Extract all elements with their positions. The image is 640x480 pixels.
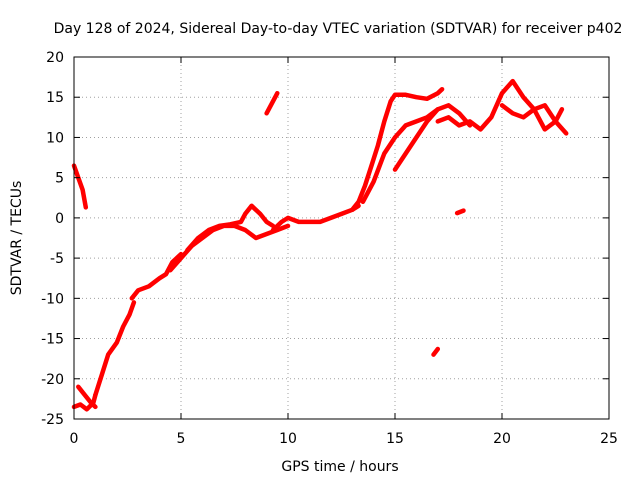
y-tick-label: -5	[50, 251, 64, 267]
x-tick-label: 20	[493, 431, 511, 447]
series-track-d	[93, 300, 137, 398]
x-axis-label: GPS time / hours	[281, 459, 398, 475]
series-track-m	[499, 103, 565, 132]
x-tick-label: 25	[600, 431, 618, 447]
series-track-g	[185, 203, 276, 253]
series-track-c	[76, 384, 98, 410]
y-tick-label: -20	[41, 372, 64, 388]
series-track-k	[392, 103, 473, 172]
series-track-o	[454, 208, 466, 216]
series-track-a	[71, 163, 89, 210]
y-axis-label: SDTVAR / TECUs	[9, 181, 25, 296]
data-series	[71, 78, 569, 412]
series-track-p	[431, 346, 441, 357]
y-tick-label: 20	[46, 50, 64, 66]
x-tick-label: 10	[279, 431, 297, 447]
y-tick-label: 10	[46, 130, 64, 146]
series-track-e	[129, 251, 184, 301]
y-tick-label: 15	[46, 90, 64, 106]
series-track-l	[435, 78, 569, 136]
y-tick-label: -15	[41, 332, 64, 348]
series-track-i	[349, 86, 445, 213]
x-tick-label: 5	[177, 431, 186, 447]
series-track-b	[71, 392, 98, 412]
plot-frame	[73, 56, 610, 420]
series-track-h	[270, 203, 361, 233]
series-track-j	[360, 107, 441, 205]
axis-ticks: 0 5 10 15 20 25 -25 -20 -15 -10 -5 0 5 10 15 20	[41, 50, 618, 447]
y-tick-label: -10	[41, 291, 64, 307]
series-track-n	[264, 90, 280, 116]
x-tick-label: 15	[386, 431, 404, 447]
chart-title: Day 128 of 2024, Sidereal Day-to-day VTE…	[54, 21, 623, 37]
y-tick-label: -25	[41, 412, 64, 428]
grid	[74, 57, 609, 419]
y-tick-label: 5	[55, 171, 64, 187]
y-tick-label: 0	[55, 211, 64, 227]
x-tick-label: 0	[70, 431, 79, 447]
